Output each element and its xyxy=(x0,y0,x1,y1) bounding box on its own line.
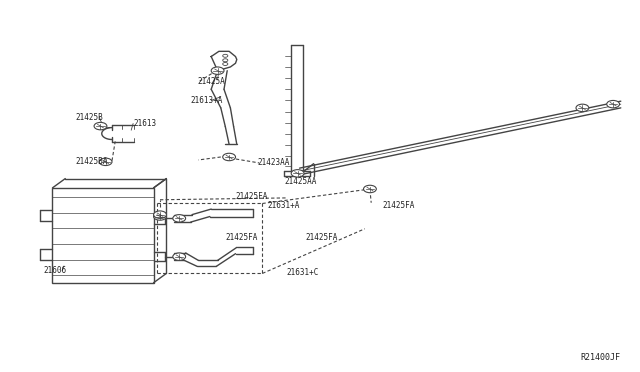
Circle shape xyxy=(94,122,107,130)
Text: R21400JF: R21400JF xyxy=(581,353,621,362)
Text: 21425B: 21425B xyxy=(76,113,103,122)
Text: 21613: 21613 xyxy=(133,119,156,128)
Circle shape xyxy=(99,158,112,166)
Text: 21425AA: 21425AA xyxy=(285,177,317,186)
Text: 21425FA: 21425FA xyxy=(236,192,268,201)
Circle shape xyxy=(154,213,166,220)
Text: 21606: 21606 xyxy=(44,266,67,275)
Circle shape xyxy=(173,215,186,222)
Circle shape xyxy=(576,104,589,112)
Text: 21425A: 21425A xyxy=(197,77,225,86)
Circle shape xyxy=(291,170,304,177)
Text: 21425FA: 21425FA xyxy=(383,201,415,210)
Text: 21425FA: 21425FA xyxy=(225,233,258,242)
Text: 21425BA: 21425BA xyxy=(76,157,108,166)
Text: 21631+C: 21631+C xyxy=(287,268,319,277)
Circle shape xyxy=(607,100,620,108)
Text: 21423AA: 21423AA xyxy=(257,158,290,167)
Circle shape xyxy=(211,67,224,74)
Circle shape xyxy=(173,253,186,260)
Text: 21425FA: 21425FA xyxy=(306,233,339,242)
Circle shape xyxy=(223,153,236,161)
Circle shape xyxy=(154,211,166,218)
Bar xyxy=(52,188,154,283)
Circle shape xyxy=(364,185,376,193)
Text: 21631+A: 21631+A xyxy=(268,201,300,210)
Text: 21613+A: 21613+A xyxy=(191,96,223,105)
